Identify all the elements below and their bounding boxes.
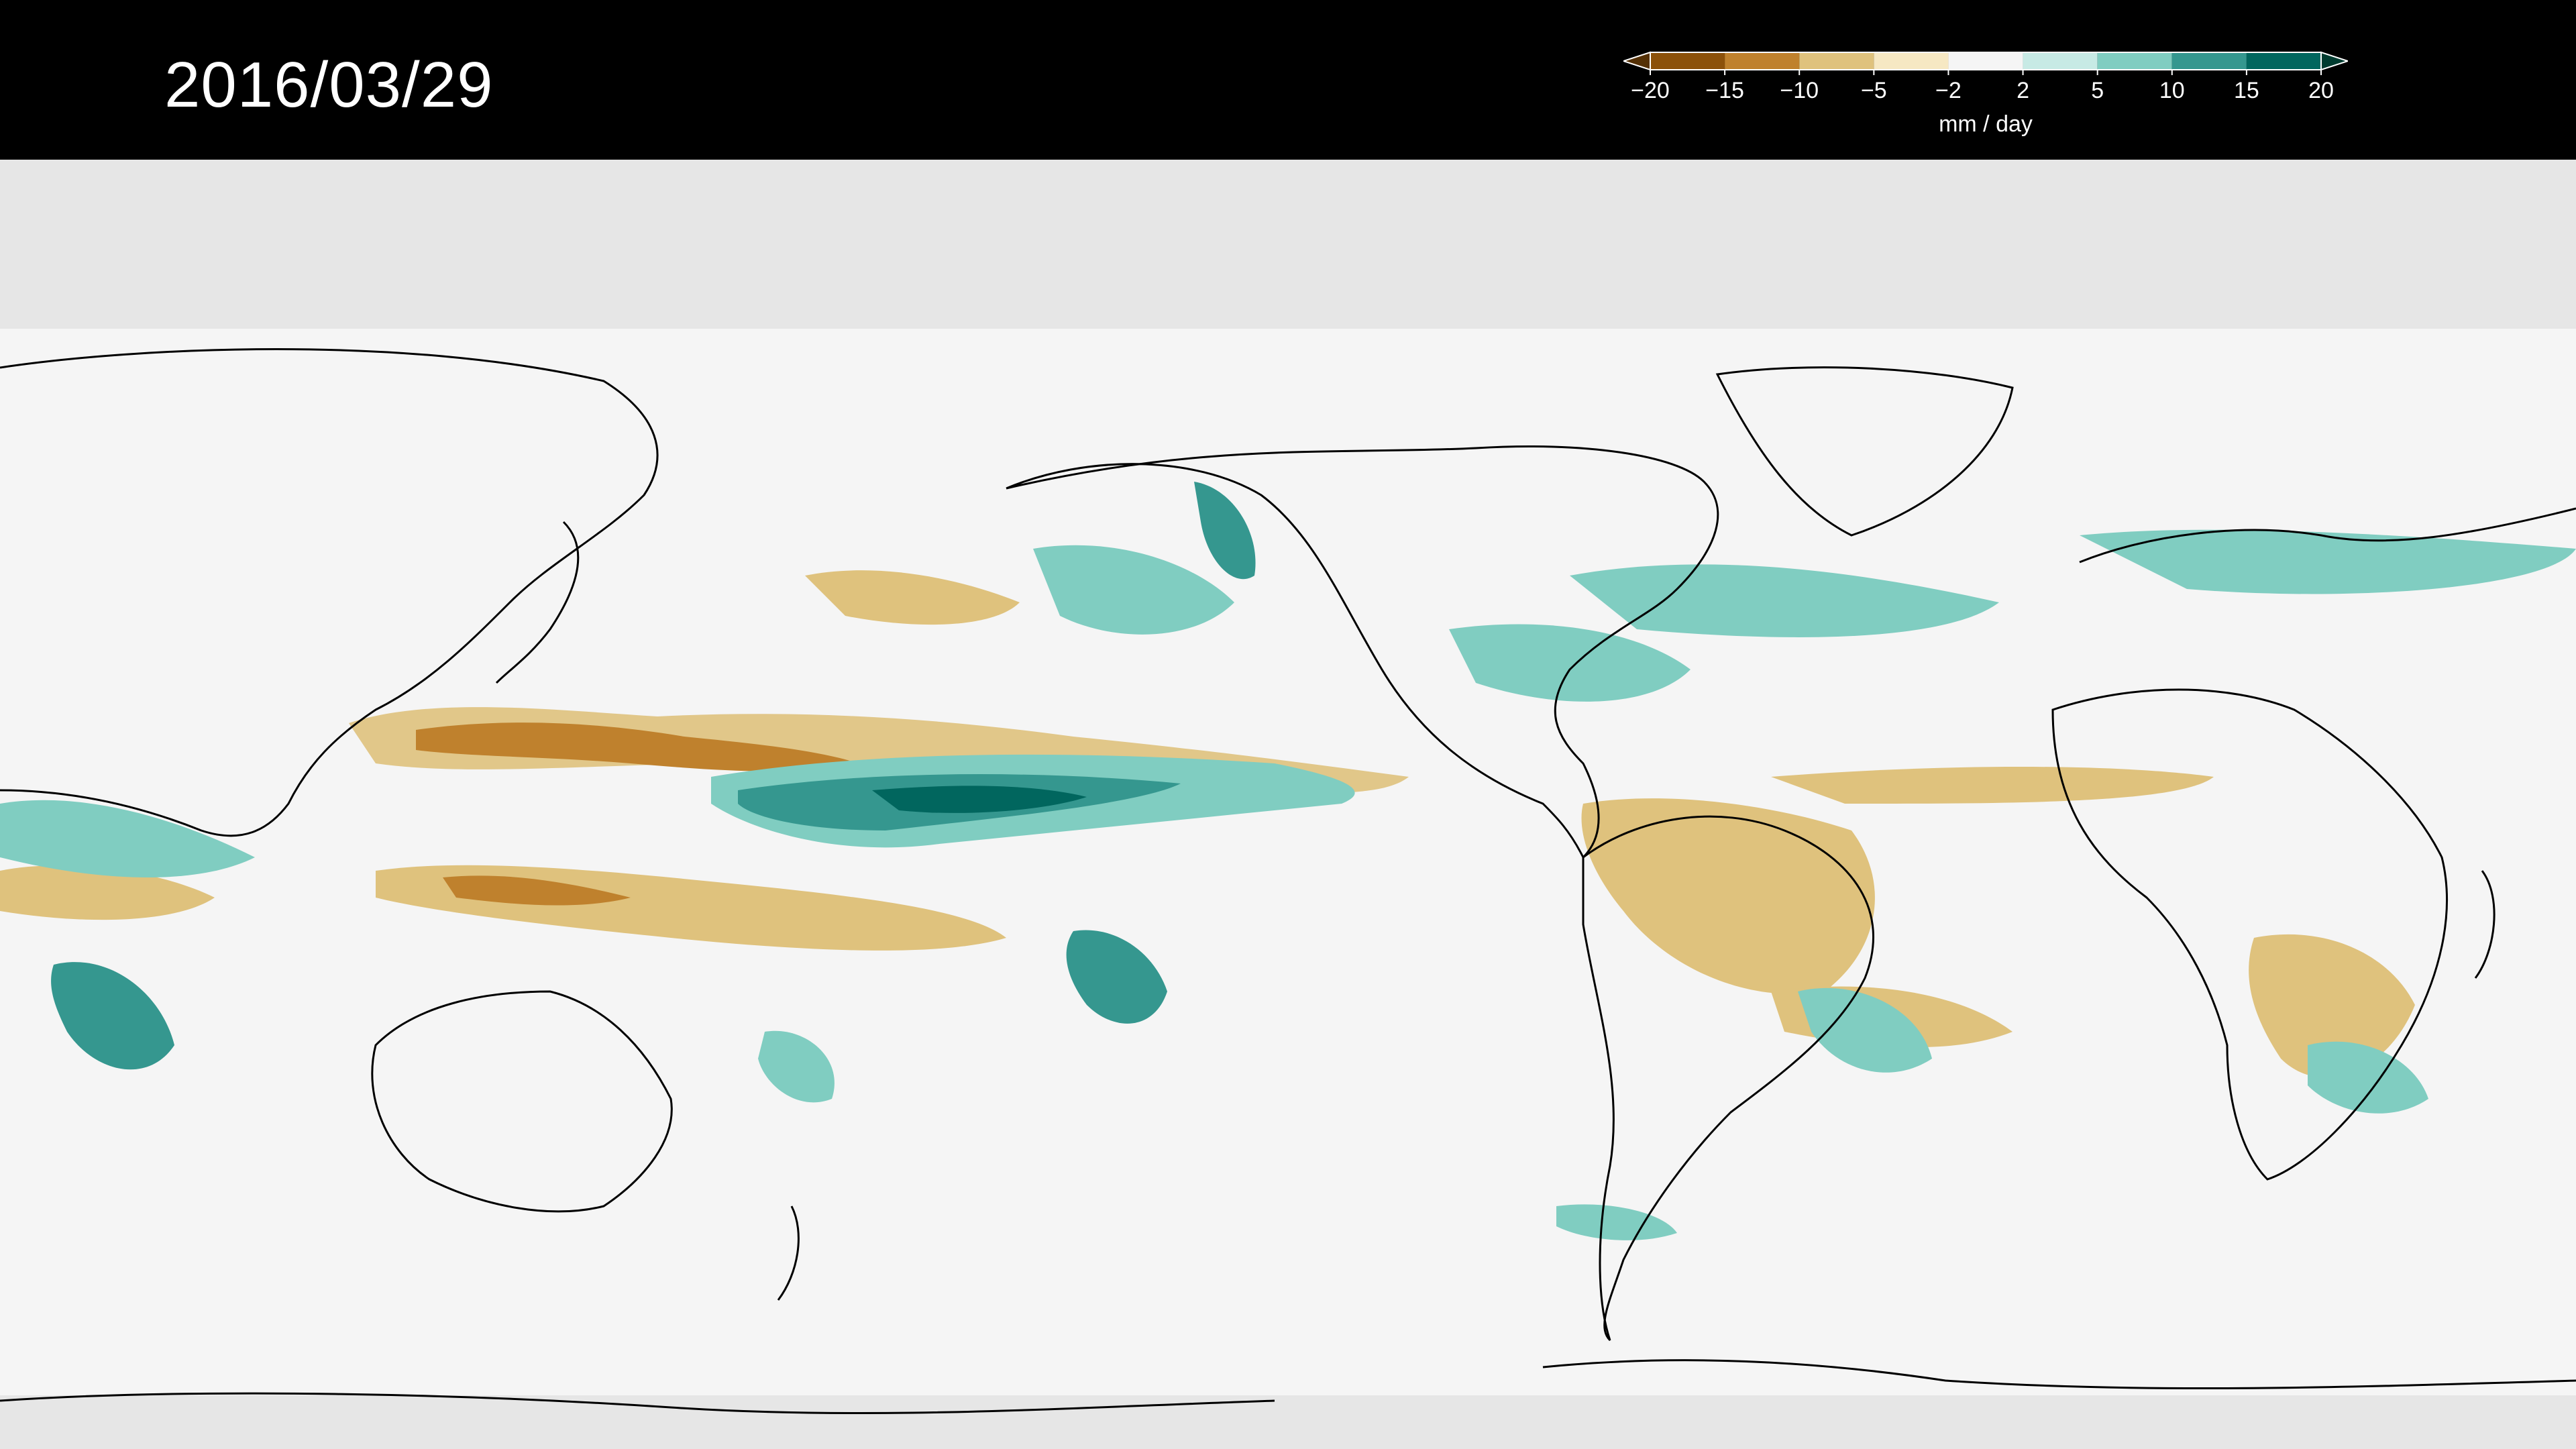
colorbar-outline [1650, 52, 2322, 70]
wet-anomaly-new-zealand [758, 1030, 835, 1103]
dry-anomaly-indian-ocean [0, 865, 215, 920]
colorbar-box [1874, 52, 1949, 70]
dry-anomaly-amazon [1581, 798, 1875, 994]
colorbar-tick-label: −20 [1631, 78, 1670, 103]
map-canvas [0, 329, 2576, 1415]
colorbar-boxes [1623, 51, 2348, 71]
colorbar-unit-label: mm / day [1939, 111, 2033, 137]
wet-anomaly-southern-ocean [1556, 1204, 1677, 1240]
colorbar-box [2246, 52, 2321, 70]
colorbar-box [1799, 52, 1874, 70]
colorbar-legend: −20 −15 −10 −5 −2 2 5 10 15 20 mm / day [1623, 51, 2348, 137]
wet-anomaly-south-indian-ocean [51, 962, 174, 1070]
colorbar-box [2023, 52, 2098, 70]
header-bar: 2016/03/29 −20 −15 −10 −5 −2 2 5 10 15 20 mm / da… [0, 0, 2576, 160]
colorbar-extend-low [1623, 51, 1651, 71]
coast-madagascar [2474, 870, 2496, 979]
wet-anomaly-south-atlantic [1798, 987, 1932, 1073]
coast-europe [2079, 507, 2576, 564]
coastlines [0, 348, 2576, 1415]
coast-greenland [1715, 366, 2014, 537]
coast-asia-east [0, 348, 659, 837]
world-map [0, 160, 2576, 1449]
date-label: 2016/03/29 [164, 49, 494, 121]
precipitation-anomaly-fields [0, 482, 2576, 1240]
colorbar-box [2171, 52, 2247, 70]
wet-anomaly-gulf-of-alaska [1033, 545, 1234, 635]
coast-new-zealand [777, 1205, 800, 1301]
colorbar-tick-label: 5 [2091, 78, 2104, 103]
dry-anomaly-atlantic-itcz [1771, 767, 2214, 804]
dry-anomaly-south-pacific-core [443, 875, 631, 906]
data-band [0, 329, 2576, 1395]
wet-anomaly-europe [2080, 529, 2576, 594]
coast-africa [2051, 688, 2448, 1181]
colorbar-tick-label: −2 [1935, 78, 1962, 103]
colorbar-ticks: −20 −15 −10 −5 −2 2 5 10 15 20 [1631, 70, 2334, 103]
dry-anomaly-south-africa [2249, 934, 2415, 1078]
colorbar-box [1948, 52, 2023, 70]
wet-anomaly-indian-ocean-eq [0, 800, 255, 877]
dry-anomaly-north-pacific [805, 570, 1020, 625]
wet-anomaly-south-pacific-convergence [1066, 930, 1167, 1024]
wet-anomaly-alaska-coast [1194, 482, 1256, 580]
colorbar-tick-label: −15 [1705, 78, 1744, 103]
colorbar-tick-label: 2 [2017, 78, 2029, 103]
colorbar-tick-label: 10 [2159, 78, 2185, 103]
colorbar-extend-high [2320, 51, 2348, 71]
wet-anomaly-gulf-of-mexico [1449, 624, 1690, 702]
wet-anomaly-north-atlantic [1570, 564, 1999, 637]
colorbar-box [1725, 52, 1800, 70]
colorbar-tick-label: −10 [1780, 78, 1819, 103]
wet-anomaly-central-pacific-peak [872, 786, 1087, 813]
coast-north-america [1006, 445, 1719, 859]
colorbar-tick-label: 20 [2308, 78, 2334, 103]
coast-japan [495, 521, 580, 684]
colorbar-tick-label: 15 [2234, 78, 2259, 103]
wet-anomaly-southern-indian [2308, 1041, 2428, 1114]
coast-south-america [1582, 815, 1875, 1342]
colorbar-box [1650, 52, 1725, 70]
dry-anomaly-west-pacific-core [416, 722, 859, 771]
colorbar-box [2097, 52, 2172, 70]
coast-australia [371, 990, 673, 1213]
coast-antarctica-east [0, 1392, 1275, 1415]
coast-antarctica-west [1542, 1359, 2576, 1390]
colorbar-tick-label: −5 [1861, 78, 1887, 103]
